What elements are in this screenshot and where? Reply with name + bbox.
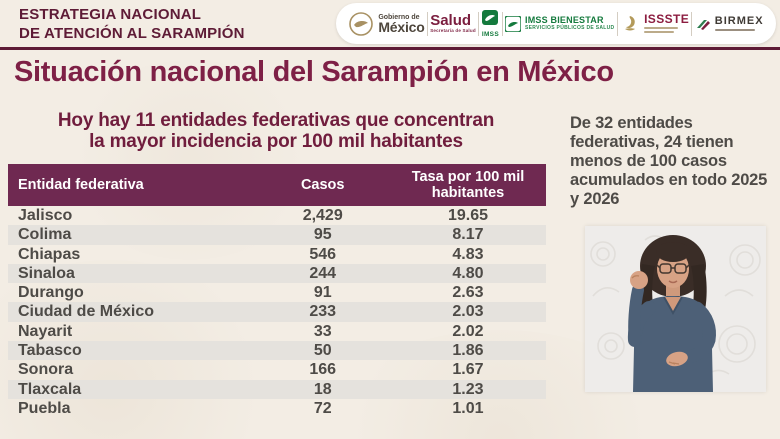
imss-bienestar-label: IMSS BIENESTAR: [525, 15, 604, 25]
cell-tasa: 1.01: [452, 399, 484, 417]
strategy-title-line1: ESTRATEGIA NACIONAL: [19, 6, 202, 23]
birmex-logo: BIRMEX: [695, 16, 764, 32]
salud-logo: Salud Secretaría de Salud: [430, 11, 476, 34]
table-row: Tabasco 50 1.86: [8, 341, 546, 361]
logo-divider: [616, 11, 618, 36]
cell-casos: 546: [309, 245, 337, 263]
cell-entidad: Jalisco: [18, 207, 73, 224]
subtitle-line1: Hoy hay 11 entidades federativas que con…: [57, 110, 495, 131]
table-row: Tlaxcala 18 1.23: [8, 379, 546, 399]
cell-entidad: Durango: [18, 284, 84, 302]
subtitle: Hoy hay 11 entidades federativas que con…: [6, 110, 546, 152]
issste-label: ISSSTE: [644, 12, 690, 26]
cell-tasa: 2.63: [452, 284, 484, 302]
imss-label: IMSS: [481, 30, 499, 38]
cell-casos: 33: [313, 322, 332, 340]
logo-divider: [501, 11, 503, 36]
measles-cases-table: Entidad federativa Casos Tasa por 100 mi…: [8, 164, 546, 418]
imss-bienestar-icon: [505, 15, 522, 32]
page-title: Situación nacional del Sarampión en Méxi…: [14, 56, 614, 88]
table-row: Sinaloa 244 4.80: [8, 263, 546, 284]
cell-entidad: Puebla: [18, 399, 71, 417]
cell-entidad: Sonora: [18, 361, 74, 379]
subtitle-line2: la mayor incidencia por 100 mil habitant…: [89, 131, 463, 152]
cell-casos: 2,429: [302, 207, 343, 224]
cell-tasa: 1.67: [452, 361, 484, 379]
column-header-entidad: Entidad federativa: [8, 164, 256, 206]
interpreter-figure: [585, 226, 766, 392]
cell-casos: 233: [309, 303, 337, 321]
sign-language-interpreter-video: [585, 226, 766, 392]
cell-entidad: Colima: [18, 226, 72, 244]
cell-casos: 95: [313, 226, 332, 244]
issste-sublabel-bar: [644, 30, 675, 33]
table-header-row: Entidad federativa Casos Tasa por 100 mi…: [8, 164, 546, 206]
issste-sublabel-bar: [644, 26, 679, 29]
column-header-casos: Casos: [255, 164, 390, 206]
table-row: Puebla 72 1.01: [8, 399, 546, 418]
cell-casos: 72: [313, 399, 332, 417]
strategy-title: ESTRATEGIA NACIONAL DE ATENCIÓN AL SARAM…: [19, 5, 245, 43]
salud-label: Salud: [430, 11, 472, 29]
gobierno-label-line2: México: [378, 18, 425, 35]
cell-entidad: Ciudad de México: [18, 303, 155, 321]
salud-sublabel: Secretaría de Salud: [430, 27, 476, 33]
cell-casos: 18: [313, 380, 332, 398]
cell-casos: 166: [309, 361, 337, 379]
table-row: Chiapas 546 4.83: [8, 245, 546, 264]
birmex-sublabel-bar: [714, 28, 755, 31]
table-row: Jalisco 2,429 19.65: [8, 206, 546, 225]
cell-casos: 91: [313, 284, 332, 302]
imss-bienestar-sublabel: SERVICIOS PÚBLICOS DE SALUD: [525, 25, 615, 31]
logo-divider: [691, 11, 693, 36]
cell-tasa: 2.03: [452, 303, 484, 321]
cell-entidad: Tlaxcala: [18, 380, 82, 398]
table-row: Ciudad de México 233 2.03: [8, 302, 546, 322]
table-row: Colima 95 8.17: [8, 225, 546, 245]
logo-divider: [478, 11, 480, 36]
cell-tasa: 2.02: [452, 322, 484, 340]
birmex-leaves-icon: [696, 19, 710, 30]
table-row: Nayarit 33 2.02: [8, 322, 546, 341]
cell-tasa: 4.80: [452, 264, 484, 282]
issste-logo: ISSSTE: [620, 12, 690, 34]
column-header-tasa: Tasa por 100 mil habitantes: [389, 164, 546, 206]
imss-bienestar-logo: IMSS BIENESTAR SERVICIOS PÚBLICOS DE SAL…: [505, 15, 614, 32]
logo-divider: [426, 11, 428, 36]
institution-logos-bar: Gobierno de México Salud Secretaría de S…: [336, 3, 776, 44]
cell-entidad: Tabasco: [18, 342, 82, 360]
gobierno-label-line1: Gobierno de: [378, 13, 420, 21]
cell-tasa: 4.83: [452, 245, 484, 263]
gobierno-mexico-logo: Gobierno de México: [348, 11, 425, 37]
cell-casos: 50: [313, 342, 332, 360]
cell-tasa: 19.65: [447, 207, 488, 224]
gobierno-mexico-eagle-icon: [349, 11, 374, 36]
imss-eagle-icon: [482, 9, 499, 25]
cell-tasa: 1.23: [452, 380, 484, 398]
header-divider-rule: [0, 47, 780, 50]
cell-entidad: Nayarit: [18, 322, 73, 340]
birmex-label: BIRMEX: [714, 15, 764, 27]
strategy-title-line2: DE ATENCIÓN AL SARAMPIÓN: [19, 25, 245, 42]
table-row: Sonora 166 1.67: [8, 360, 546, 379]
table-body: Jalisco 2,429 19.65 Colima 95 8.17 Chiap…: [8, 206, 546, 418]
cell-entidad: Sinaloa: [18, 264, 75, 282]
imss-logo: IMSS: [481, 9, 499, 38]
table-row: Durango 91 2.63: [8, 283, 546, 302]
side-note: De 32 entidades federativas, 24 tienen m…: [570, 114, 768, 208]
cell-casos: 244: [309, 264, 337, 282]
cell-entidad: Chiapas: [18, 245, 81, 263]
cell-tasa: 1.86: [452, 342, 484, 360]
cell-tasa: 8.17: [452, 226, 484, 244]
issste-eagle-icon: [625, 15, 636, 30]
